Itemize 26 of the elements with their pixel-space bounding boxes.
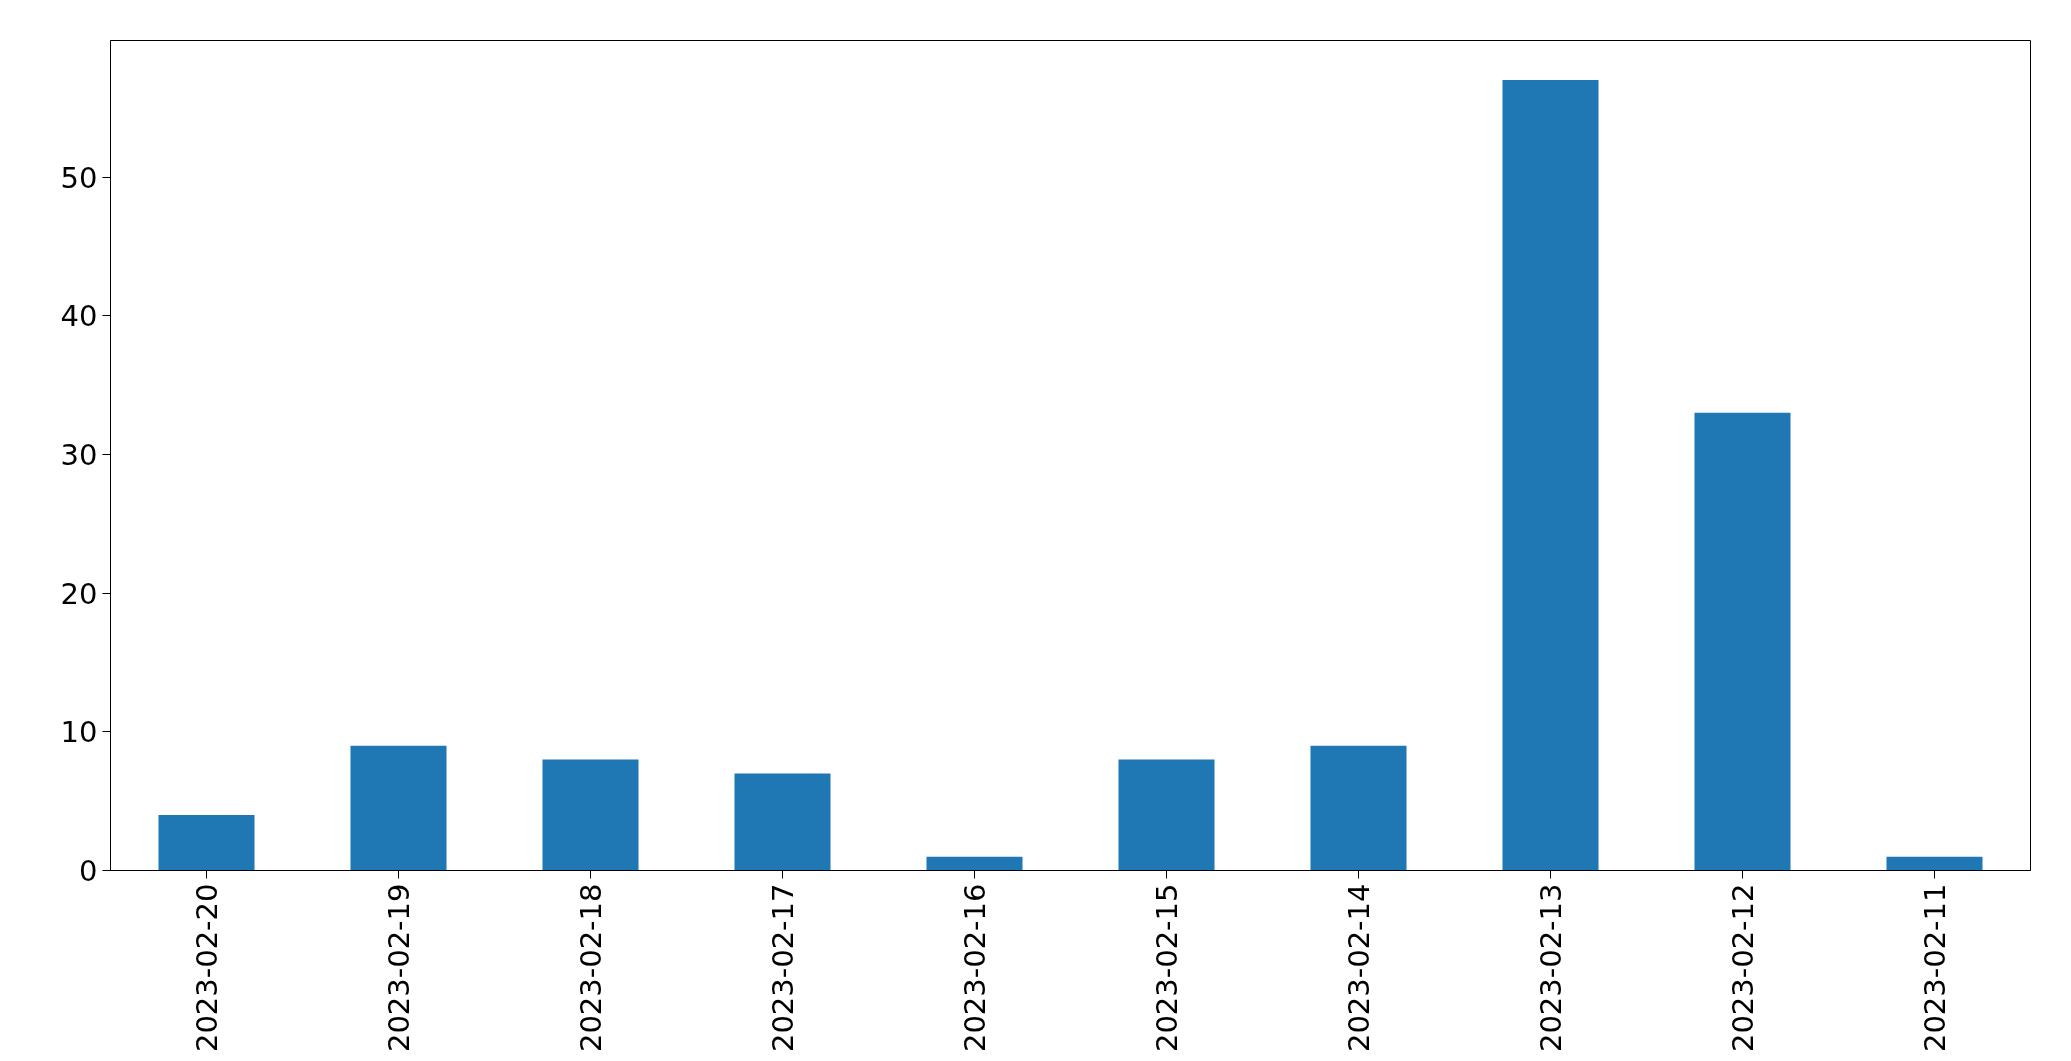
y-tick-label: 30 bbox=[60, 437, 98, 472]
y-tick-label: 0 bbox=[79, 854, 98, 888]
x-tick-label: 2023-02-17 bbox=[766, 883, 800, 1053]
bar bbox=[158, 815, 255, 871]
y-tick-label: 20 bbox=[60, 576, 98, 611]
y-tick-label: 40 bbox=[60, 299, 98, 334]
x-tick-label: 2023-02-15 bbox=[1150, 883, 1184, 1053]
x-tick-label: 2023-02-19 bbox=[382, 883, 416, 1053]
x-tick-label: 2023-02-18 bbox=[574, 883, 608, 1053]
x-tick-label: 2023-02-12 bbox=[1726, 883, 1760, 1053]
bar bbox=[926, 856, 1023, 871]
bar bbox=[542, 759, 639, 871]
bar bbox=[1694, 412, 1791, 871]
x-tick-label: 2023-02-20 bbox=[190, 883, 224, 1053]
bar bbox=[1502, 80, 1599, 871]
x-tick-label: 2023-02-16 bbox=[958, 883, 992, 1053]
bar bbox=[350, 745, 447, 871]
x-tick-label: 2023-02-14 bbox=[1342, 883, 1376, 1053]
bar bbox=[1886, 856, 1983, 871]
x-tick-label: 2023-02-13 bbox=[1534, 883, 1568, 1053]
bar bbox=[1310, 745, 1407, 871]
bar bbox=[1118, 759, 1215, 871]
y-tick-label: 10 bbox=[60, 715, 98, 750]
bar bbox=[734, 773, 831, 871]
y-tick-label: 50 bbox=[60, 160, 98, 195]
x-tick-label: 2023-02-11 bbox=[1918, 883, 1952, 1053]
